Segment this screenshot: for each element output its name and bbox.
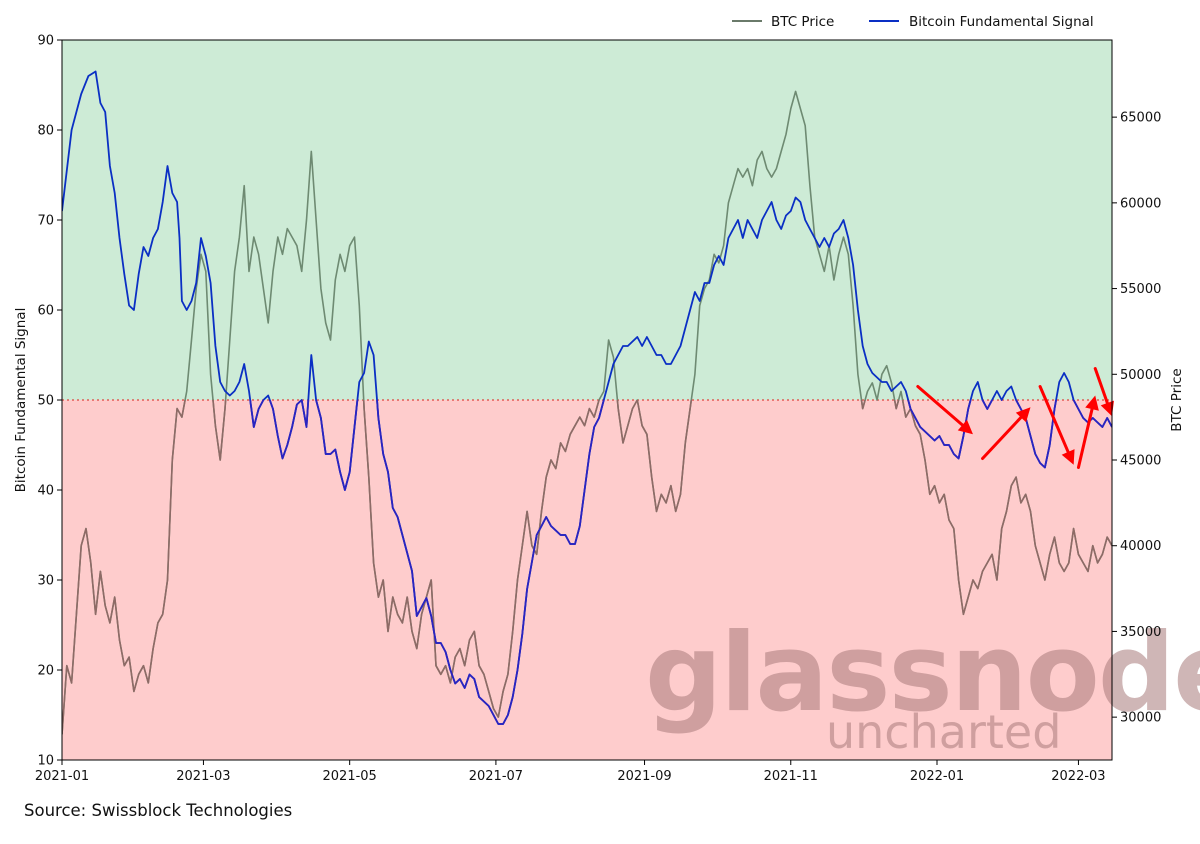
annotation-arrow [1038, 385, 1075, 465]
series-signal-line-below [249, 400, 1112, 725]
source-caption: Source: Swissblock Technologies [24, 801, 292, 820]
watermark-sub: uncharted [826, 705, 1061, 759]
x-tick-label: 2022-03 [1051, 769, 1105, 784]
annotation-arrow-shaft [981, 415, 1023, 460]
series-btc-price-below-overlay [62, 400, 1112, 735]
y-right-tick-label: 45000 [1120, 454, 1161, 469]
y-left-tick-label: 30 [37, 574, 54, 589]
y-right-tick-label: 55000 [1120, 282, 1161, 297]
watermark-main: glassnode [645, 611, 1200, 736]
series-signal-below-overlay [249, 400, 1112, 725]
x-tick-label: 2021-07 [469, 769, 523, 784]
annotation-arrow [981, 407, 1031, 460]
x-tick-label: 2021-03 [176, 769, 230, 784]
y-right-tick-label: 60000 [1120, 196, 1161, 211]
y-axis-left: 10 20 30 40 50 60 70 80 90 [37, 34, 62, 769]
y-right-tick-label: 40000 [1120, 539, 1161, 554]
y-left-tick-label: 40 [37, 484, 54, 499]
annotation-arrow-head [957, 419, 973, 435]
legend-label-signal: Bitcoin Fundamental Signal [909, 14, 1094, 30]
y-left-tick-label: 50 [37, 394, 54, 409]
annotation-arrow-shaft [1038, 385, 1070, 454]
watermark: glassnode uncharted [645, 611, 1200, 759]
annotation-arrow-shaft [1076, 407, 1094, 469]
series-btc-price-line-below [62, 400, 1112, 735]
annotation-arrow-head [1015, 407, 1031, 423]
y-right-tick-label: 65000 [1120, 111, 1161, 126]
y-axis-right-title: BTC Price [1169, 368, 1185, 431]
x-tick-label: 2021-05 [323, 769, 377, 784]
y-left-tick-label: 70 [37, 214, 54, 229]
y-axis-right: 30000 35000 40000 45000 50000 55000 60000 65000 [1112, 111, 1161, 726]
y-right-tick-label: 35000 [1120, 625, 1161, 640]
y-left-tick-label: 90 [37, 34, 54, 49]
zone-above [62, 40, 1112, 400]
signal-zones [62, 40, 1112, 760]
annotation-arrow [1093, 367, 1114, 417]
x-tick-label: 2022-01 [910, 769, 964, 784]
zone-below [62, 400, 1112, 760]
y-left-tick-label: 10 [37, 754, 54, 769]
legend: BTC Price Bitcoin Fundamental Signal [732, 14, 1094, 30]
x-tick-label: 2021-11 [764, 769, 818, 784]
annotation-arrow-shaft [916, 385, 964, 427]
y-right-tick-label: 30000 [1120, 711, 1161, 726]
legend-label-btc-price: BTC Price [771, 14, 834, 30]
x-tick-label: 2021-01 [35, 769, 89, 784]
y-left-tick-label: 80 [37, 124, 54, 139]
x-tick-label: 2021-09 [617, 769, 671, 784]
y-left-tick-label: 20 [37, 664, 54, 679]
y-right-tick-label: 50000 [1120, 368, 1161, 383]
annotation-arrow-head [1061, 449, 1075, 465]
y-axis-left-title: Bitcoin Fundamental Signal [13, 308, 29, 493]
annotation-arrow-shaft [1093, 367, 1109, 405]
annotation-arrow [916, 385, 973, 435]
y-left-tick-label: 60 [37, 304, 54, 319]
annotation-arrow-head [1100, 400, 1114, 417]
x-axis: 2021-01 2021-03 2021-05 2021-07 2021-09 2021-… [35, 760, 1106, 784]
annotation-arrow-head [1085, 395, 1099, 411]
series-layer [62, 70, 1112, 735]
annotation-layer [916, 367, 1114, 469]
annotation-arrow [1076, 395, 1099, 469]
